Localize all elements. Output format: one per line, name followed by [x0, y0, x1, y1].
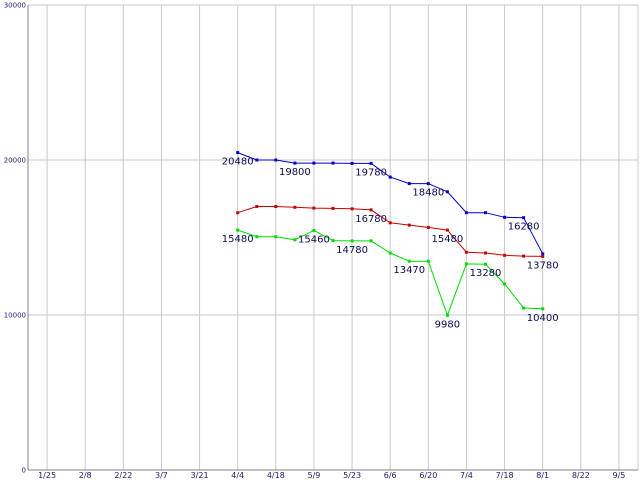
series-point [503, 253, 507, 257]
x-tick-label: 7/18 [496, 471, 514, 480]
series-point [255, 158, 259, 162]
gridlines [28, 4, 638, 470]
x-tick-label: 9/5 [613, 471, 626, 480]
series-point [236, 228, 240, 232]
x-tick-label: 5/23 [343, 471, 361, 480]
series-point [388, 221, 392, 225]
series-point [331, 239, 335, 243]
data-label: 19780 [355, 167, 387, 178]
x-tick-label: 6/6 [384, 471, 397, 480]
series-point [312, 228, 316, 232]
series-point [484, 211, 487, 215]
series-point [541, 307, 545, 311]
series-point [274, 158, 278, 162]
x-tick-label: 6/20 [419, 471, 437, 480]
series-point [255, 235, 259, 239]
data-label: 18480 [412, 188, 444, 199]
series-point [407, 223, 411, 227]
series-point [331, 206, 335, 210]
series-point [293, 205, 297, 209]
series-point [407, 259, 411, 263]
series-point [445, 228, 449, 232]
series-point [464, 211, 468, 215]
data-label: 13280 [470, 268, 502, 279]
y-tick-label: 10000 [4, 312, 26, 320]
series-point [236, 151, 240, 155]
data-label: 15480 [222, 234, 254, 245]
series-point [350, 207, 354, 211]
series-point [522, 216, 526, 220]
data-label: 16780 [355, 214, 387, 225]
series-point [484, 262, 487, 266]
x-tick-label: 2/22 [114, 471, 132, 480]
series-point [445, 190, 449, 194]
series-point [388, 251, 392, 255]
series-point [350, 239, 354, 243]
x-tick-label: 4/18 [267, 471, 285, 480]
series-point [503, 282, 507, 286]
series-point [484, 251, 487, 255]
series-point [369, 239, 373, 243]
axes [27, 5, 639, 471]
series-point [407, 182, 411, 186]
y-tick-labels: 0 10000 20000 30000 [4, 2, 26, 475]
x-tick-label: 3/7 [155, 471, 168, 480]
series-point [464, 262, 468, 266]
data-label: 9980 [435, 319, 460, 330]
series-point [426, 225, 430, 229]
data-label: 15460 [298, 234, 330, 245]
series-point [274, 235, 278, 239]
x-tick-label: 3/21 [191, 471, 209, 480]
series-point [274, 205, 278, 208]
x-tick-label: 1/25 [38, 471, 56, 480]
series-point [293, 238, 297, 242]
y-tick-label: 20000 [4, 157, 26, 165]
data-label: 10400 [527, 313, 559, 324]
data-label: 20480 [222, 157, 254, 168]
series-point [464, 250, 468, 254]
data-label: 15480 [431, 234, 463, 245]
data-label: 16280 [508, 222, 540, 233]
series-point [369, 208, 373, 212]
x-tick-label: 7/4 [460, 471, 473, 480]
x-tick-labels: 1/25 2/8 2/22 3/7 3/21 4/4 4/18 5/9 5/23 6/6 6/20 7… [38, 471, 625, 480]
series-point [331, 161, 335, 165]
x-tick-label: 8/1 [536, 471, 549, 480]
series-point [522, 306, 526, 310]
series-point [388, 175, 392, 179]
series-point [236, 211, 240, 215]
series-point [445, 313, 449, 317]
data-label: 13470 [393, 265, 425, 276]
y-tick-label: 0 [22, 467, 26, 475]
y-tick-label: 30000 [4, 2, 26, 10]
series-point [255, 205, 259, 208]
data-label: 19800 [279, 167, 311, 178]
series-point [350, 161, 354, 165]
series-point [426, 182, 430, 186]
series-point [541, 252, 545, 256]
data-label: 14780 [336, 245, 368, 256]
series-point [426, 259, 430, 263]
series-point [369, 161, 373, 165]
series-point [312, 161, 316, 165]
x-tick-label: 5/9 [308, 471, 321, 480]
data-labels: 20480 19800 19780 18480 16280 16780 15480 13780… [222, 157, 559, 331]
data-label: 13780 [527, 260, 559, 271]
x-tick-label: 8/22 [572, 471, 590, 480]
series-point [503, 215, 507, 219]
series-lines [236, 151, 545, 317]
series-point [312, 206, 316, 210]
x-tick-label: 2/8 [79, 471, 92, 480]
series-point [541, 254, 545, 258]
series-point [293, 161, 297, 165]
x-tick-label: 4/4 [231, 471, 244, 480]
series-point [522, 254, 526, 258]
